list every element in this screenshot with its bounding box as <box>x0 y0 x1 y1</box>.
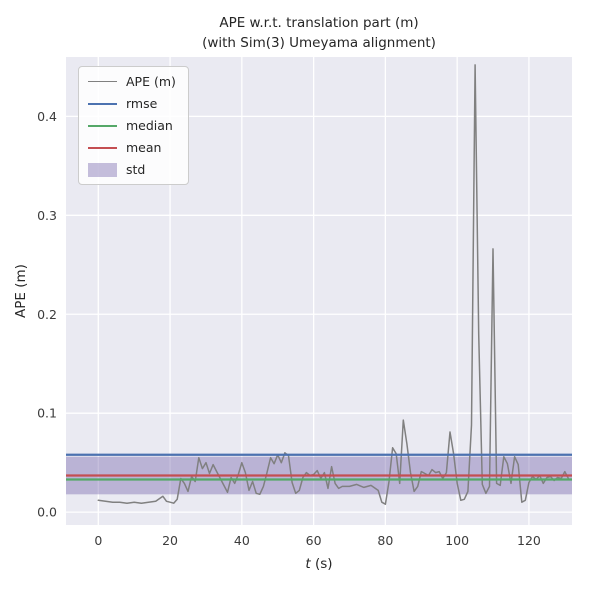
y-tick-label: 0.4 <box>37 109 57 124</box>
x-tick-label: 20 <box>162 533 178 548</box>
legend-item: mean <box>88 140 176 155</box>
legend-line-swatch <box>88 102 117 105</box>
x-tick-label: 80 <box>377 533 393 548</box>
y-tick-label: 0.0 <box>37 505 57 520</box>
chart-title: APE w.r.t. translation part (m) <box>219 15 419 31</box>
x-tick-label: 0 <box>94 533 102 548</box>
legend-label: rmse <box>126 96 158 111</box>
y-tick-label: 0.1 <box>37 406 57 421</box>
x-tick-label: 120 <box>517 533 541 548</box>
legend-line-swatch <box>88 81 117 82</box>
ape-series-line <box>97 64 570 505</box>
legend-item: rmse <box>88 96 176 111</box>
legend-item: std <box>88 162 176 177</box>
legend-label: std <box>126 162 146 177</box>
chart-title-block: APE w.r.t. translation part (m) (with Si… <box>66 13 572 53</box>
y-tick-label: 0.2 <box>37 307 57 322</box>
x-tick-label: 60 <box>306 533 322 548</box>
legend-item: APE (m) <box>88 74 176 89</box>
legend-patch-swatch <box>88 162 117 177</box>
legend-label: mean <box>126 140 162 155</box>
x-tick-label: 40 <box>234 533 250 548</box>
x-axis-label-var: t <box>305 556 311 572</box>
chart-subtitle: (with Sim(3) Umeyama alignment) <box>202 35 436 51</box>
x-axis-label: t (s) <box>66 556 572 572</box>
legend-line-swatch <box>88 146 117 149</box>
x-tick-label: 100 <box>445 533 469 548</box>
legend-item: median <box>88 118 176 133</box>
y-axis-label: APE (m) <box>13 264 29 318</box>
x-axis-label-unit: (s) <box>315 556 333 572</box>
legend-line-swatch <box>88 124 117 127</box>
legend-label: median <box>126 118 173 133</box>
y-tick-label: 0.3 <box>37 208 57 223</box>
legend: APE (m) rmse median mean std <box>78 66 189 185</box>
legend-label: APE (m) <box>126 74 176 89</box>
